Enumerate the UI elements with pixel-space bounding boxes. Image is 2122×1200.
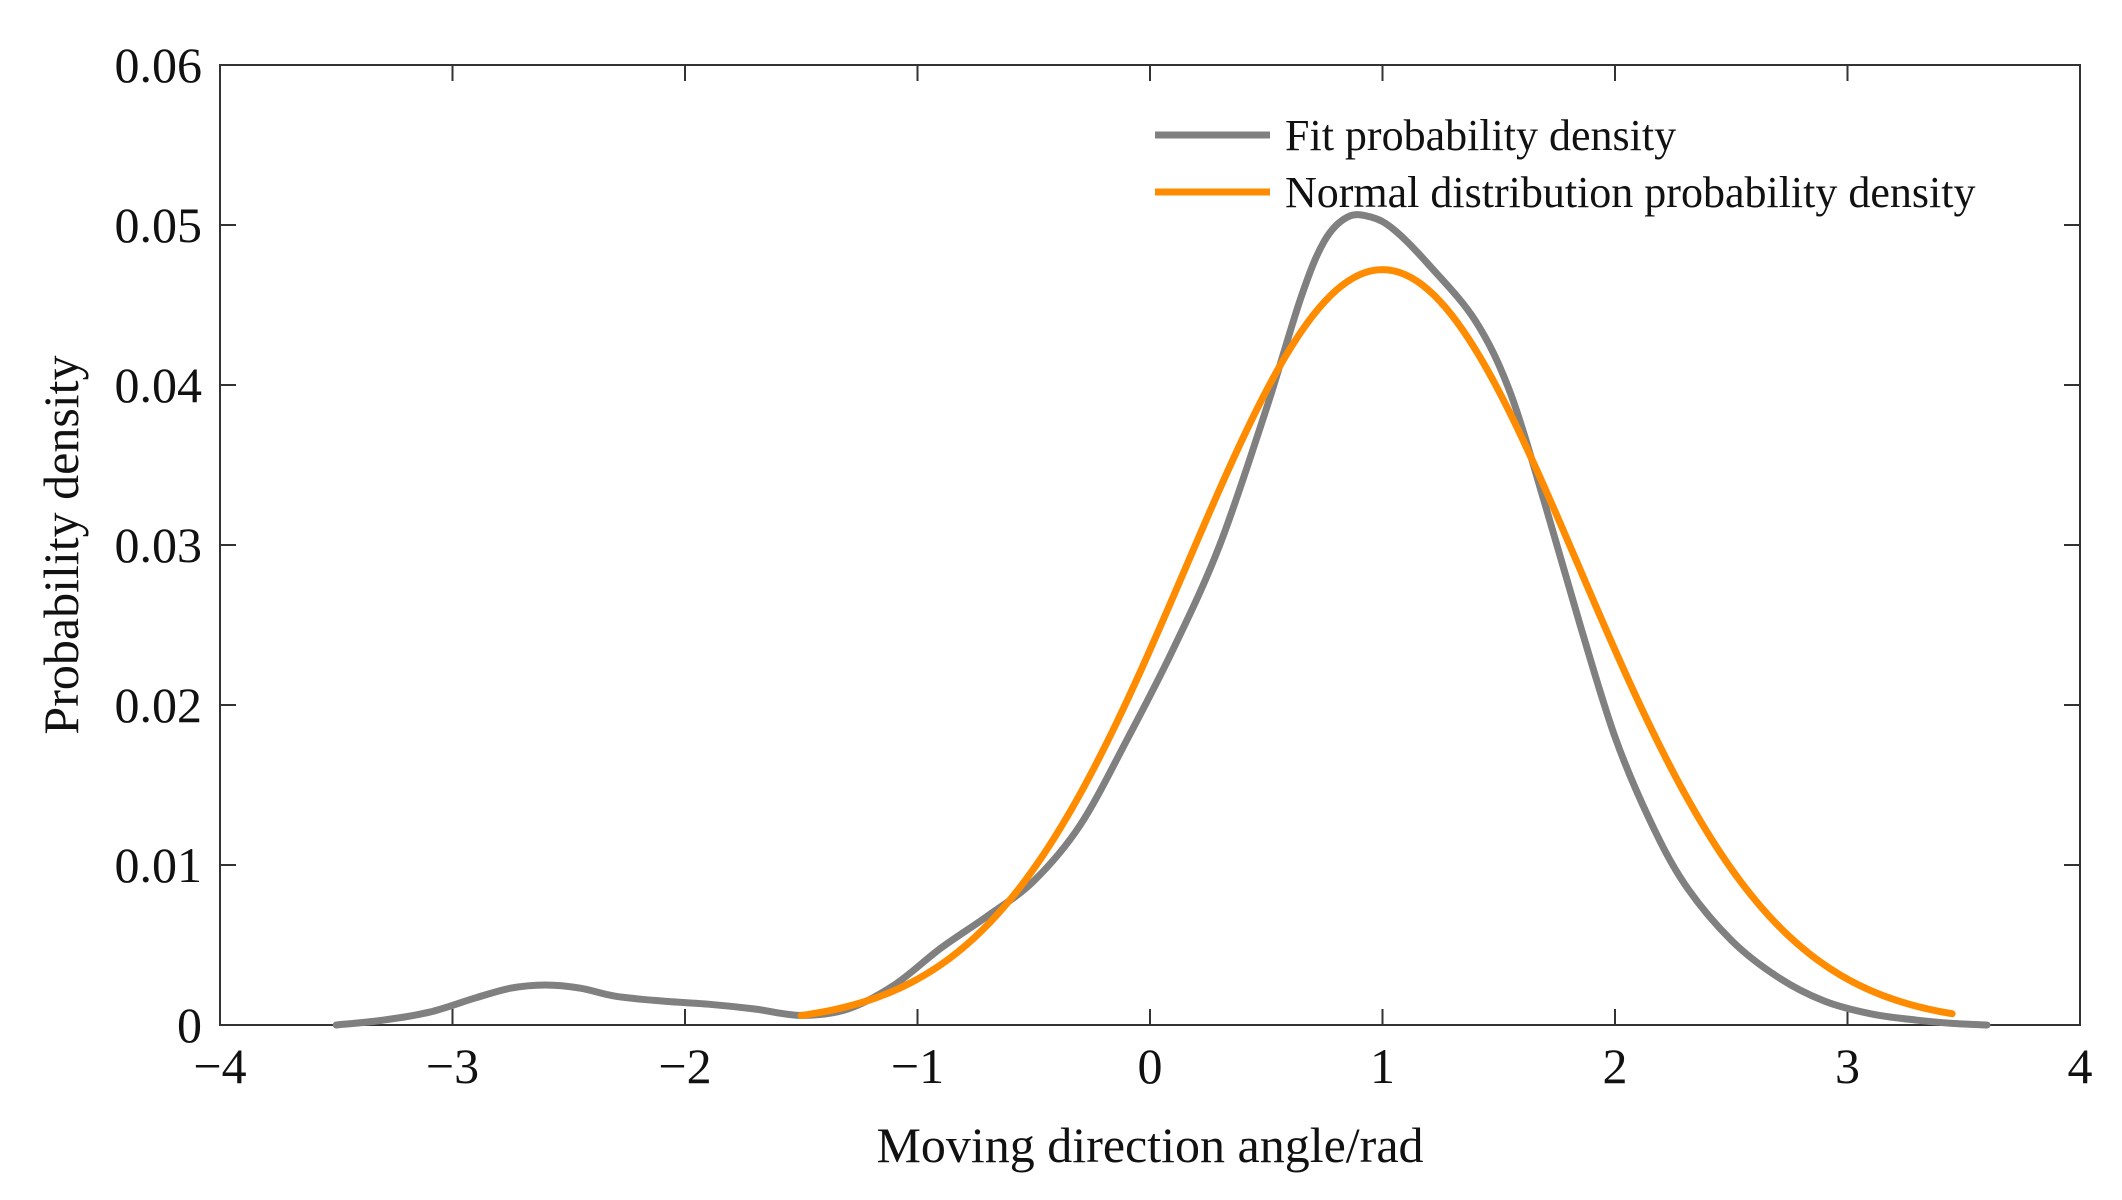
y-tick-labels: 0 0.01 0.02 0.03 0.04 0.05 0.06 xyxy=(115,37,203,1053)
x-tick-label: −2 xyxy=(658,1038,711,1094)
x-tick-label: −3 xyxy=(426,1038,479,1094)
legend: Fit probability density Normal distribut… xyxy=(1155,111,1976,217)
x-tick-label: −1 xyxy=(891,1038,944,1094)
x-tick-label: 3 xyxy=(1835,1038,1860,1094)
y-tick-label: 0.06 xyxy=(115,37,203,93)
x-tick-label: 4 xyxy=(2068,1038,2093,1094)
x-tick-labels: −4 −3 −2 −1 0 1 2 3 4 xyxy=(193,1038,2092,1094)
x-tick-label: −4 xyxy=(193,1038,246,1094)
x-axis-ticks xyxy=(219,65,2081,1025)
y-axis-title: Probability density xyxy=(33,355,89,734)
x-tick-label: 0 xyxy=(1138,1038,1163,1094)
legend-label-fit: Fit probability density xyxy=(1285,111,1676,160)
x-tick-label: 1 xyxy=(1370,1038,1395,1094)
series-line-fit-probability-density xyxy=(332,211,1991,1029)
y-tick-label: 0.01 xyxy=(115,837,203,893)
legend-label-normal: Normal distribution probability density xyxy=(1285,168,1976,217)
series-layer xyxy=(332,211,1991,1029)
y-tick-label: 0.04 xyxy=(115,357,203,413)
y-tick-label: 0.02 xyxy=(115,677,203,733)
y-tick-label: 0.05 xyxy=(115,197,203,253)
plot-area xyxy=(219,64,2081,1029)
y-tick-label: 0.03 xyxy=(115,517,203,573)
x-tick-label: 2 xyxy=(1603,1038,1628,1094)
x-axis-title: Moving direction angle/rad xyxy=(876,1117,1423,1173)
y-tick-label: 0 xyxy=(177,997,202,1053)
y-axis-ticks xyxy=(220,64,2080,1026)
series-line-normal-distribution xyxy=(797,266,1956,1020)
